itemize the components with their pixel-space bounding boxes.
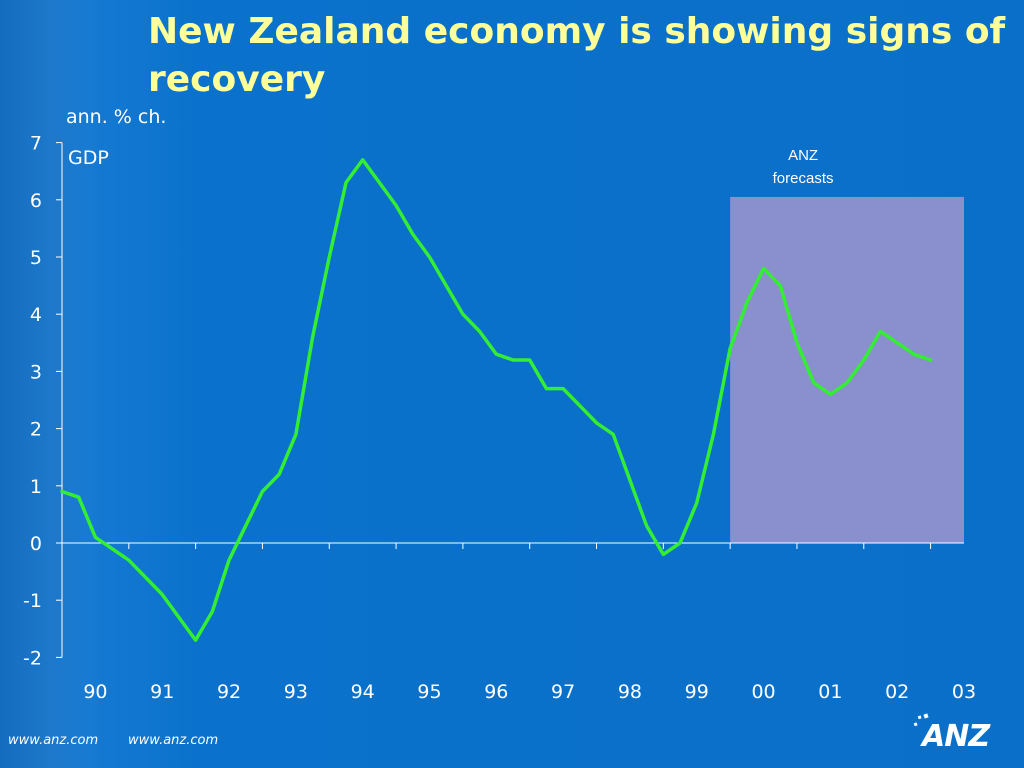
x-tick-label: 01 xyxy=(818,681,842,703)
gdp-data-point xyxy=(362,159,364,161)
gdp-data-point xyxy=(796,342,798,344)
page-title: New Zealand economy is showing signs of … xyxy=(148,11,1006,100)
gdp-data-point xyxy=(395,205,397,207)
gdp-data-point xyxy=(879,330,881,332)
x-tick-label: 03 xyxy=(952,681,976,703)
gdp-data-point xyxy=(579,405,581,407)
gdp-data-point xyxy=(228,559,230,561)
gdp-data-point xyxy=(211,611,213,613)
background-decoration xyxy=(0,0,100,768)
y-tick-label: 1 xyxy=(30,476,42,498)
gdp-data-point xyxy=(345,182,347,184)
gdp-data-point xyxy=(629,479,631,481)
y-axis-unit-label: ann. % ch. xyxy=(66,106,167,128)
y-tick-label: 7 xyxy=(30,133,42,155)
gdp-data-point xyxy=(128,559,130,561)
footer-url-right[interactable]: www.anz.com xyxy=(128,733,219,748)
gdp-data-point xyxy=(78,496,80,498)
gdp-data-point xyxy=(462,313,464,315)
gdp-data-point xyxy=(161,593,163,595)
gdp-data-point xyxy=(545,388,547,390)
gdp-data-point xyxy=(145,576,147,578)
y-tick-label: 3 xyxy=(30,361,42,383)
gdp-data-point xyxy=(278,473,280,475)
gdp-data-point xyxy=(646,525,648,527)
series-label-gdp: GDP xyxy=(68,147,109,169)
gdp-data-point xyxy=(312,336,314,338)
gdp-data-point xyxy=(679,542,681,544)
y-tick-label: 5 xyxy=(30,247,42,269)
gdp-data-point xyxy=(763,267,765,269)
gdp-data-point xyxy=(328,256,330,258)
x-tick-label: 97 xyxy=(551,681,575,703)
x-tick-label: 93 xyxy=(284,681,308,703)
gdp-data-point xyxy=(245,525,247,527)
gdp-data-point xyxy=(813,382,815,384)
gdp-data-point xyxy=(195,639,197,641)
x-tick-label: 91 xyxy=(150,681,174,703)
logo-text: ANZ xyxy=(920,719,991,751)
anz-logo: ANZ xyxy=(913,713,992,751)
y-tick-label: 0 xyxy=(30,533,42,555)
gdp-data-point xyxy=(930,359,932,361)
y-tick-label: 4 xyxy=(30,304,42,326)
gdp-data-point xyxy=(412,233,414,235)
gdp-data-point xyxy=(261,491,263,493)
gdp-data-point xyxy=(712,433,714,435)
y-tick-label: -1 xyxy=(23,590,42,612)
forecast-label-line1: ANZ xyxy=(788,147,818,164)
gdp-data-point xyxy=(696,502,698,504)
y-tick-label: 2 xyxy=(30,419,42,441)
x-tick-label: 90 xyxy=(83,681,107,703)
gdp-data-point xyxy=(61,491,63,493)
gdp-data-point xyxy=(178,616,180,618)
gdp-data-point xyxy=(846,382,848,384)
gdp-data-point xyxy=(863,359,865,361)
gdp-data-point xyxy=(596,422,598,424)
y-tick-label: -2 xyxy=(23,647,42,669)
gdp-data-point xyxy=(495,353,497,355)
gdp-data-point xyxy=(529,359,531,361)
gdp-data-point xyxy=(111,548,113,550)
gdp-data-point xyxy=(445,285,447,287)
gdp-data-point xyxy=(562,388,564,390)
x-tick-label: 98 xyxy=(618,681,642,703)
x-tick-label: 95 xyxy=(417,681,441,703)
x-tick-label: 94 xyxy=(351,681,375,703)
gdp-data-point xyxy=(512,359,514,361)
y-tick-label: 6 xyxy=(30,190,42,212)
gdp-data-point xyxy=(913,353,915,355)
forecast-label-line2: forecasts xyxy=(773,170,834,187)
x-tick-label: 92 xyxy=(217,681,241,703)
gdp-data-point xyxy=(896,342,898,344)
x-tick-label: 99 xyxy=(685,681,709,703)
gdp-data-point xyxy=(295,433,297,435)
gdp-data-point xyxy=(378,182,380,184)
gdp-data-point xyxy=(479,330,481,332)
x-tick-label: 02 xyxy=(885,681,909,703)
gdp-data-point xyxy=(779,285,781,287)
gdp-data-point xyxy=(662,553,664,555)
gdp-data-point xyxy=(729,348,731,350)
x-tick-label: 00 xyxy=(751,681,775,703)
gdp-data-point xyxy=(428,256,430,258)
gdp-data-point xyxy=(829,393,831,395)
gdp-data-point xyxy=(612,433,614,435)
gdp-data-point xyxy=(94,536,96,538)
x-tick-label: 96 xyxy=(484,681,508,703)
gdp-data-point xyxy=(746,302,748,304)
forecast-band xyxy=(730,196,964,543)
footer-url-left[interactable]: www.anz.com xyxy=(8,733,99,748)
